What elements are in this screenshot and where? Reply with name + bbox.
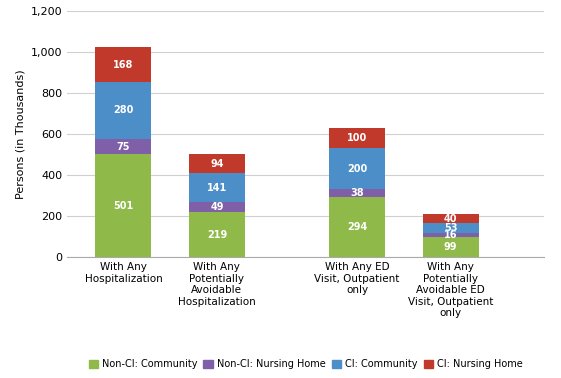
- Bar: [329, 197, 385, 257]
- Bar: [95, 139, 151, 155]
- Text: 168: 168: [113, 60, 134, 70]
- Text: 280: 280: [113, 105, 134, 115]
- Text: 99: 99: [444, 242, 457, 252]
- Bar: [189, 173, 245, 202]
- Text: 75: 75: [117, 142, 130, 152]
- Bar: [422, 223, 479, 234]
- Text: 38: 38: [351, 188, 364, 198]
- Bar: [189, 212, 245, 257]
- Y-axis label: Persons (in Thousands): Persons (in Thousands): [15, 70, 25, 199]
- Text: 294: 294: [347, 222, 367, 232]
- Text: 49: 49: [210, 202, 224, 212]
- Bar: [329, 148, 385, 189]
- Legend: Non-CI: Community, Non-CI: Nursing Home, CI: Community, CI: Nursing Home: Non-CI: Community, Non-CI: Nursing Home,…: [85, 355, 527, 373]
- Bar: [422, 214, 479, 223]
- Text: 200: 200: [347, 164, 367, 174]
- Bar: [422, 237, 479, 257]
- Text: 501: 501: [113, 201, 134, 211]
- Bar: [95, 82, 151, 139]
- Bar: [95, 47, 151, 82]
- Text: 141: 141: [207, 183, 227, 193]
- Bar: [329, 189, 385, 197]
- Bar: [189, 202, 245, 212]
- Text: 219: 219: [207, 229, 227, 240]
- Bar: [95, 155, 151, 257]
- Bar: [422, 234, 479, 237]
- Text: 94: 94: [210, 159, 224, 169]
- Bar: [329, 128, 385, 148]
- Text: 53: 53: [444, 223, 457, 233]
- Text: 100: 100: [347, 133, 367, 143]
- Text: 16: 16: [444, 230, 457, 240]
- Text: 40: 40: [444, 214, 457, 223]
- Bar: [189, 154, 245, 173]
